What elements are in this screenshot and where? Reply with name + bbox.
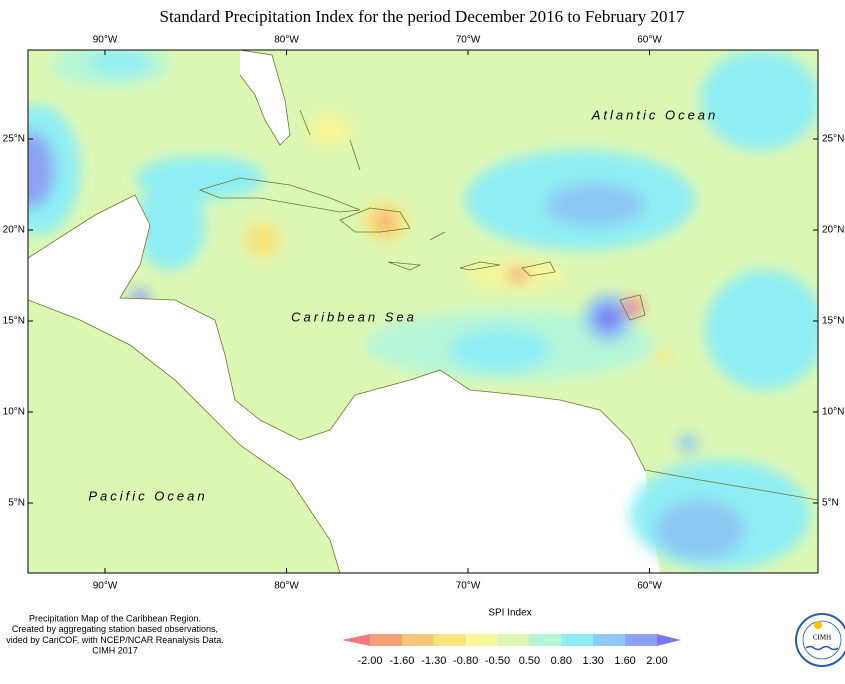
- legend-swatch: [401, 634, 435, 646]
- lat-label: 5°N: [822, 498, 839, 509]
- legend-label: 1.60: [614, 655, 635, 667]
- map: Atlantic Ocean Caribbean Sea Pacific Oce…: [28, 50, 818, 573]
- lat-label: 25°N: [822, 134, 844, 145]
- legend-label: 1.30: [583, 655, 604, 667]
- caption-line: vided by CariCOF, with NCEP/NCAR Reanaly…: [6, 635, 224, 645]
- lon-label: 70°W: [456, 35, 481, 46]
- lat-label: 20°N: [822, 225, 844, 236]
- caption: Precipitation Map of the Caribbean Regio…: [6, 613, 224, 655]
- legend-swatch: [433, 634, 467, 646]
- lon-label: 70°W: [456, 581, 481, 592]
- legend-label: 0.50: [519, 655, 540, 667]
- legend-label: -1.30: [421, 655, 446, 667]
- legend-label: 0.80: [551, 655, 572, 667]
- coastline: [28, 50, 818, 573]
- logo-text: CIMH: [813, 634, 831, 642]
- legend-swatch: [625, 634, 658, 646]
- lon-label: 90°W: [93, 35, 118, 46]
- legend-title: SPI Index: [488, 608, 531, 619]
- legend-label: -0.80: [453, 655, 478, 667]
- florida: [240, 50, 290, 145]
- title: Standard Precipitation Index for the per…: [160, 7, 685, 26]
- lon-label: 60°W: [637, 581, 662, 592]
- caption-line: Precipitation Map of the Caribbean Regio…: [29, 613, 201, 623]
- legend-arrow: [657, 634, 681, 646]
- anomalies-land: [630, 434, 810, 570]
- lon-label: 80°W: [274, 581, 299, 592]
- lat-label: 15°N: [3, 316, 25, 327]
- lat-label: 5°N: [8, 498, 25, 509]
- caption-line: Created by aggregating station based obs…: [12, 624, 218, 634]
- legend-swatch: [497, 634, 530, 646]
- lon-label: 90°W: [93, 581, 118, 592]
- lat-label: 25°N: [3, 134, 25, 145]
- legend-swatch: [529, 634, 562, 646]
- region-label: Atlantic Ocean: [591, 107, 719, 122]
- legend: -2.00 -1.60 -1.30 -0.80 -0.50 0.50 0.80 1.30 1.6…: [342, 634, 681, 667]
- frame: [27, 49, 819, 574]
- lat-label: 10°N: [822, 407, 844, 418]
- legend-swatch: [561, 634, 594, 646]
- logo: CIMH: [795, 613, 845, 667]
- legend-label: -2.00: [357, 655, 382, 667]
- region-label: Caribbean Sea: [291, 309, 417, 324]
- legend-swatch: [593, 634, 626, 646]
- legend-swatch: [465, 634, 499, 646]
- land: [28, 195, 660, 573]
- lat-label: 20°N: [3, 225, 25, 236]
- caption-line: CIMH 2017: [92, 645, 138, 655]
- lat-label: 15°N: [822, 316, 844, 327]
- legend-label: -1.60: [389, 655, 414, 667]
- legend-label: 2.00: [646, 655, 667, 667]
- lat-label: 10°N: [3, 407, 25, 418]
- region-label: Pacific Ocean: [88, 488, 207, 503]
- legend-swatch: [370, 634, 403, 646]
- anomalies: [28, 50, 818, 390]
- lon-label: 60°W: [637, 35, 662, 46]
- legend-arrow: [342, 634, 370, 646]
- legend-label: -0.50: [485, 655, 510, 667]
- graticule: 90°W 90°W 80°W 80°W 70°W 70°W 60°W 60°W 25°N 25°N…: [3, 35, 845, 592]
- lon-label: 80°W: [274, 35, 299, 46]
